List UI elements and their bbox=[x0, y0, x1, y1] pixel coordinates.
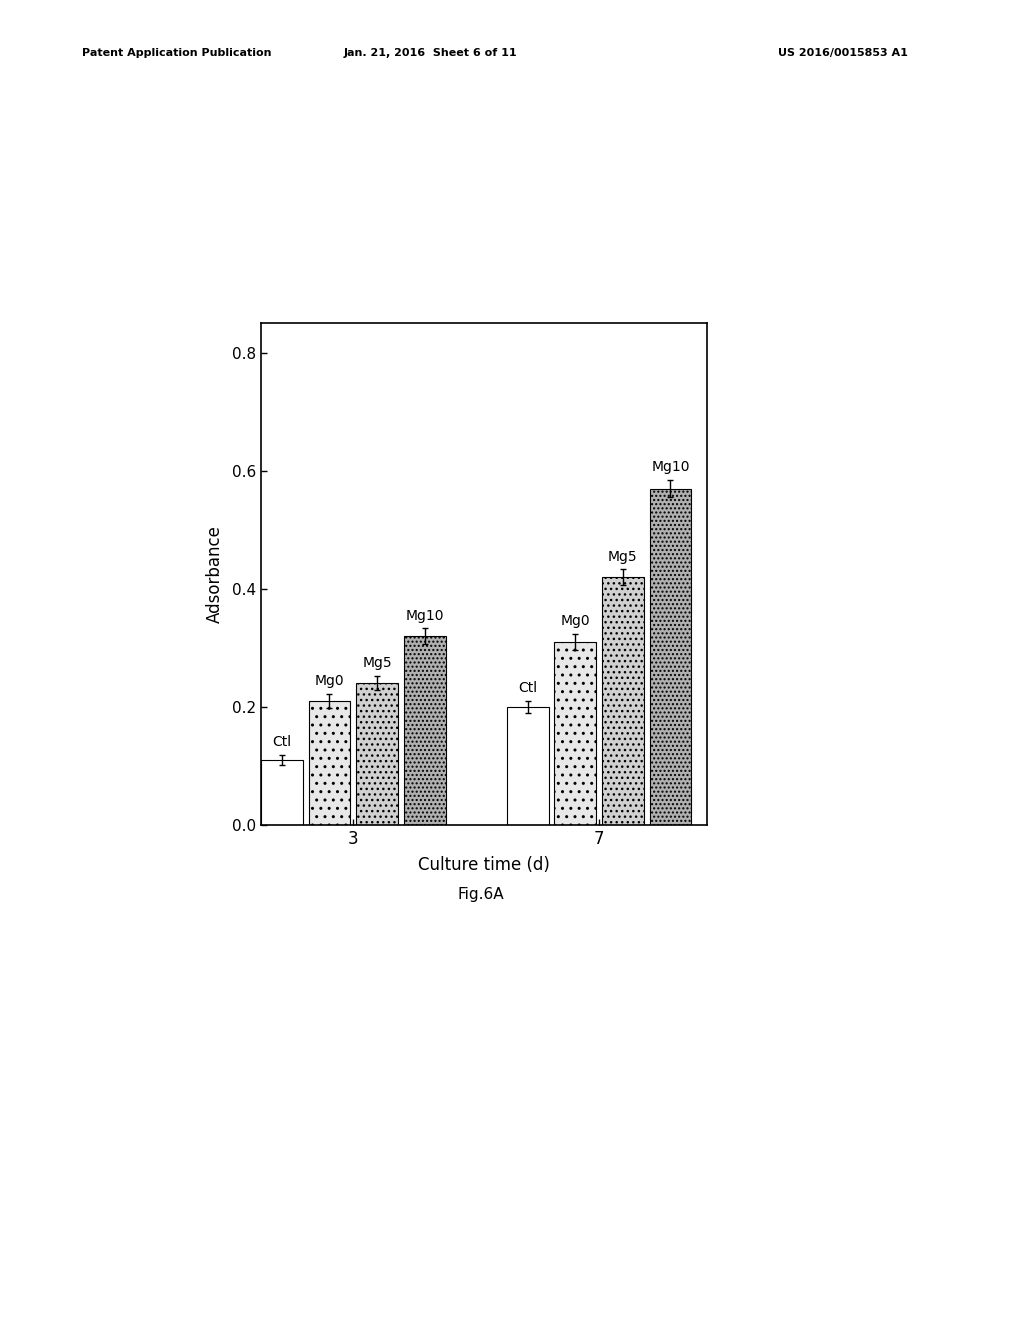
Bar bbox=[403, 636, 445, 825]
Text: Mg5: Mg5 bbox=[362, 656, 392, 671]
Text: Fig.6A: Fig.6A bbox=[458, 887, 505, 902]
Text: Mg0: Mg0 bbox=[314, 675, 344, 688]
Bar bbox=[356, 684, 398, 825]
Text: Patent Application Publication: Patent Application Publication bbox=[82, 48, 271, 58]
Bar bbox=[554, 642, 596, 825]
Text: Ctl: Ctl bbox=[272, 735, 292, 750]
X-axis label: Culture time (d): Culture time (d) bbox=[418, 857, 550, 874]
Text: Mg0: Mg0 bbox=[560, 615, 590, 628]
Bar bbox=[261, 760, 303, 825]
Text: Mg10: Mg10 bbox=[406, 609, 444, 623]
Bar bbox=[308, 701, 350, 825]
Text: Mg5: Mg5 bbox=[608, 549, 638, 564]
Text: US 2016/0015853 A1: US 2016/0015853 A1 bbox=[778, 48, 908, 58]
Bar bbox=[602, 577, 644, 825]
Bar bbox=[507, 708, 549, 825]
Text: Ctl: Ctl bbox=[518, 681, 538, 696]
Text: Jan. 21, 2016  Sheet 6 of 11: Jan. 21, 2016 Sheet 6 of 11 bbox=[343, 48, 517, 58]
Text: Mg10: Mg10 bbox=[651, 459, 690, 474]
Bar bbox=[649, 488, 691, 825]
Y-axis label: Adsorbance: Adsorbance bbox=[206, 525, 223, 623]
